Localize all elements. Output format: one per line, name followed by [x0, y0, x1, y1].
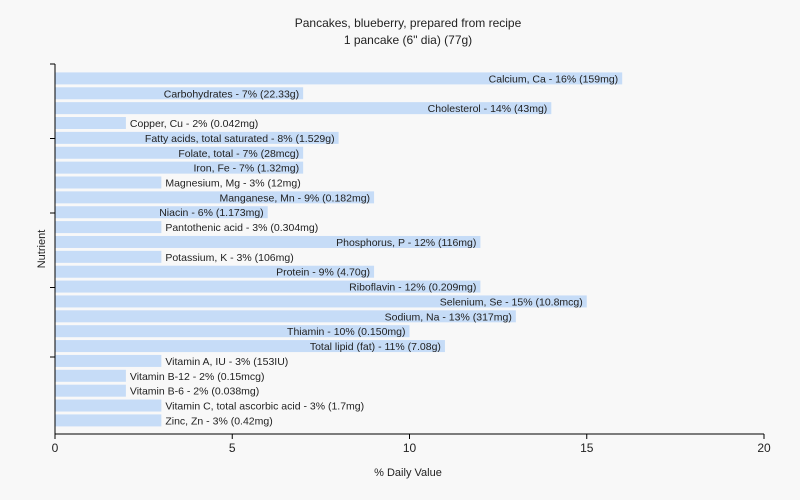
bar-label: Vitamin B-6 - 2% (0.038mg)	[130, 386, 259, 398]
bar-label: Niacin - 6% (1.173mg)	[159, 207, 263, 219]
chart-subtitle: 1 pancake (6" dia) (77g)	[344, 33, 472, 47]
bar	[55, 354, 162, 367]
bar	[55, 117, 126, 130]
bar	[55, 310, 516, 323]
bar	[55, 131, 339, 144]
bar-label: Sodium, Na - 13% (317mg)	[385, 311, 512, 323]
x-tick-label: 5	[229, 441, 236, 455]
bar-label: Iron, Fe - 7% (1.32mg)	[194, 163, 300, 175]
bar-label: Calcium, Ca - 16% (159mg)	[489, 73, 619, 85]
bar	[55, 414, 162, 427]
bar-label: Thiamin - 10% (0.150mg)	[287, 326, 405, 338]
bar	[55, 176, 162, 189]
bar	[55, 325, 410, 338]
x-tick-label: 15	[580, 441, 594, 455]
bar	[55, 265, 375, 278]
bar	[55, 191, 375, 204]
x-tick-label: 10	[403, 441, 417, 455]
bar-label: Total lipid (fat) - 11% (7.08g)	[310, 341, 441, 353]
bar	[55, 87, 304, 100]
bar-label: Vitamin A, IU - 3% (153IU)	[165, 356, 288, 368]
bar	[55, 280, 481, 293]
bar	[55, 250, 162, 263]
bar	[55, 206, 268, 219]
bar-label: Riboflavin - 12% (0.209mg)	[349, 282, 476, 294]
bar	[55, 399, 162, 412]
bar-label: Manganese, Mn - 9% (0.182mg)	[219, 192, 370, 204]
bar-label: Phosphorus, P - 12% (116mg)	[336, 237, 476, 249]
bar	[55, 72, 623, 85]
bar-label: Copper, Cu - 2% (0.042mg)	[130, 118, 258, 130]
bar-label: Potassium, K - 3% (106mg)	[165, 252, 293, 264]
x-tick-label: 0	[52, 441, 59, 455]
bar-label: Pantothenic acid - 3% (0.304mg)	[165, 222, 318, 234]
chart-title: Pancakes, blueberry, prepared from recip…	[295, 16, 522, 30]
bar-label: Cholesterol - 14% (43mg)	[428, 103, 548, 115]
bars-group: Calcium, Ca - 16% (159mg) Carbohydrates -…	[55, 72, 623, 427]
bar	[55, 102, 552, 115]
bar	[55, 384, 126, 397]
bar-label: Selenium, Se - 15% (10.8mcg)	[440, 296, 583, 308]
bar-label: Protein - 9% (4.70g)	[276, 267, 370, 279]
bar-label: Folate, total - 7% (28mcg)	[178, 148, 299, 160]
y-axis-label: Nutrient	[36, 230, 48, 269]
bar-label: Vitamin C, total ascorbic acid - 3% (1.7…	[165, 401, 364, 413]
bar	[55, 235, 481, 248]
bar	[55, 369, 126, 382]
bar	[55, 340, 445, 353]
bar-label: Zinc, Zn - 3% (0.42mg)	[165, 415, 272, 427]
bar-label: Fatty acids, total saturated - 8% (1.529…	[145, 133, 335, 145]
bar	[55, 146, 304, 159]
bar-label: Vitamin B-12 - 2% (0.15mcg)	[130, 371, 265, 383]
bar-label: Carbohydrates - 7% (22.33g)	[164, 88, 299, 100]
bar-label: Magnesium, Mg - 3% (12mg)	[165, 177, 300, 189]
x-tick-label: 20	[757, 441, 771, 455]
axes-group: 0 5 10 15 20	[50, 63, 771, 455]
bar	[55, 161, 304, 174]
bar	[55, 221, 162, 234]
bar	[55, 295, 587, 308]
x-axis-label: % Daily Value	[374, 467, 442, 479]
